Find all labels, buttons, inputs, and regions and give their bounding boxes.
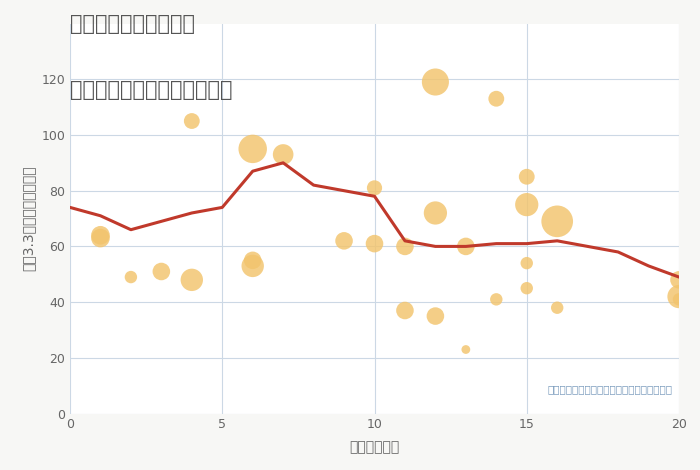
Point	[95, 232, 106, 239]
Point	[247, 145, 258, 153]
Point	[430, 312, 441, 320]
Point	[673, 293, 685, 300]
Text: 駅距離別中古マンション価格: 駅距離別中古マンション価格	[70, 80, 232, 100]
Point	[430, 78, 441, 86]
Point	[247, 262, 258, 270]
Point	[521, 259, 532, 267]
Point	[339, 237, 350, 244]
Point	[186, 276, 197, 283]
Point	[369, 240, 380, 247]
Point	[156, 268, 167, 275]
Point	[430, 209, 441, 217]
Point	[95, 234, 106, 242]
Point	[461, 346, 472, 353]
Point	[399, 307, 410, 314]
Point	[491, 296, 502, 303]
Point	[521, 201, 532, 208]
Point	[186, 118, 197, 125]
Text: 円の大きさは、取引のあった物件面積を示す: 円の大きさは、取引のあった物件面積を示す	[548, 384, 673, 394]
Point	[673, 296, 685, 303]
Point	[521, 173, 532, 180]
Point	[673, 276, 685, 283]
Point	[552, 304, 563, 312]
X-axis label: 駅距離（分）: 駅距離（分）	[349, 440, 400, 454]
Y-axis label: 坪（3.3㎡）単価（万円）: 坪（3.3㎡）単価（万円）	[22, 166, 36, 271]
Point	[491, 95, 502, 102]
Point	[247, 257, 258, 264]
Point	[461, 243, 472, 250]
Point	[369, 184, 380, 192]
Point	[277, 151, 289, 158]
Point	[521, 284, 532, 292]
Point	[552, 218, 563, 225]
Text: 愛知県稲沢市平和町の: 愛知県稲沢市平和町の	[70, 14, 195, 34]
Point	[125, 273, 136, 281]
Point	[399, 243, 410, 250]
